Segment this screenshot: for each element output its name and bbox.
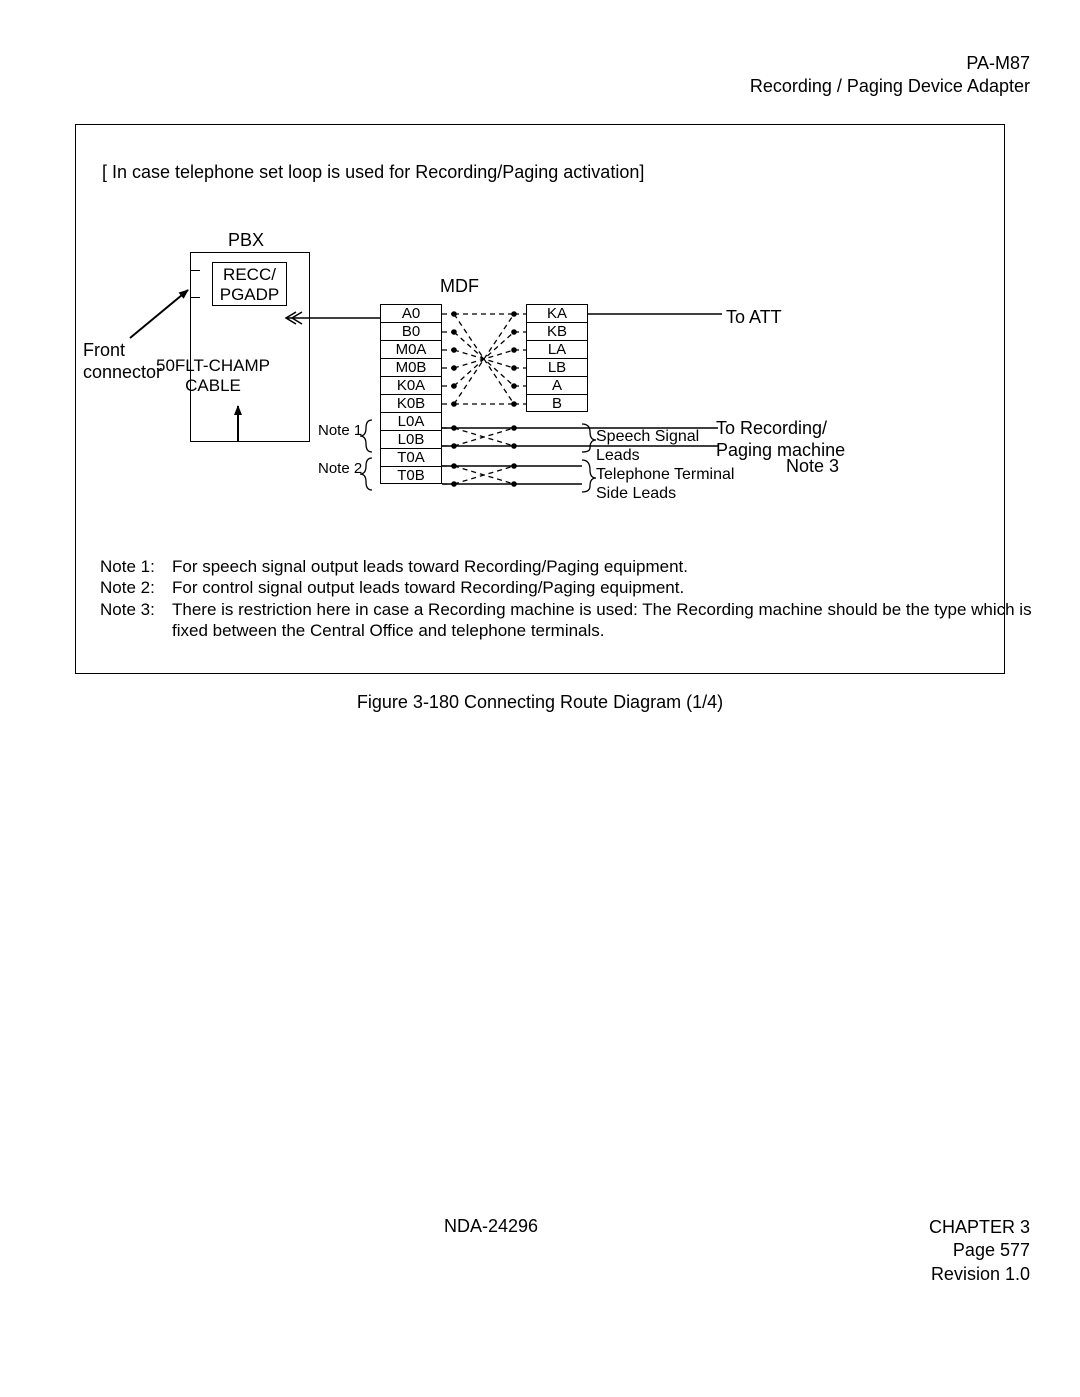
term-left-7: L0B [381,430,441,448]
note3-label-b: Note 3: [100,599,172,642]
speech-signal-l2: Leads [596,447,734,466]
front-connector-l2: connector [83,362,162,384]
to-recording-label: To Recording/ Paging machine [716,418,845,461]
cable-l1: 50FLT-CHAMP [156,356,270,376]
term-right-5: B [527,394,587,412]
cable-label: 50FLT-CHAMP CABLE [156,356,270,397]
front-connector-label: Front connector [83,340,162,383]
note3-text: There is restriction here in case a Reco… [172,599,1060,642]
footer-right: CHAPTER 3 Page 577 Revision 1.0 [929,1216,1030,1286]
header-line1: PA-M87 [750,52,1030,75]
term-right-0: KA [527,304,587,322]
footer-revision: Revision 1.0 [929,1263,1030,1286]
footer-doc-id: NDA-24296 [444,1216,538,1237]
tel-term-l2: Side Leads [596,485,734,504]
mdf-left-terminals: A0 B0 M0A M0B K0A K0B L0A L0B T0A T0B [380,304,442,484]
tel-term-l1: Telephone Terminal [596,466,734,485]
term-left-9: T0B [381,466,441,484]
mdf-right-terminals: KA KB LA LB A B [526,304,588,412]
page-header: PA-M87 Recording / Paging Device Adapter [750,52,1030,99]
term-left-0: A0 [381,304,441,322]
figure-inside-caption: [ In case telephone set loop is used for… [102,162,644,183]
to-att-label: To ATT [726,307,782,328]
term-right-2: LA [527,340,587,358]
term-left-2: M0A [381,340,441,358]
term-left-4: K0A [381,376,441,394]
note2-label: Note 2: [100,577,172,598]
speech-signal-l1: Speech Signal [596,428,734,447]
footer-chapter: CHAPTER 3 [929,1216,1030,1239]
footer-page: Page 577 [929,1239,1030,1262]
term-left-6: L0A [381,412,441,430]
recc-line1: RECC/ [213,265,286,285]
recc-line2: PGADP [213,285,286,305]
term-left-8: T0A [381,448,441,466]
pbx-label: PBX [228,230,264,251]
note2-text: For control signal output leads toward R… [172,577,1060,598]
note1-label: Note 1: [100,556,172,577]
figure-caption: Figure 3-180 Connecting Route Diagram (1… [0,692,1080,713]
term-left-1: B0 [381,322,441,340]
lead-group-labels: Speech Signal Leads Telephone Terminal S… [596,428,734,504]
term-right-1: KB [527,322,587,340]
term-left-5: K0B [381,394,441,412]
notes-block: Note 1: For speech signal output leads t… [100,556,1060,641]
note1-bracket-label: Note 1 [318,422,362,439]
term-right-4: A [527,376,587,394]
note2-bracket-label: Note 2 [318,460,362,477]
front-connector-l1: Front [83,340,162,362]
to-rec-l1: To Recording/ [716,418,845,440]
term-left-3: M0B [381,358,441,376]
cable-l2: CABLE [156,376,270,396]
term-right-3: LB [527,358,587,376]
header-line2: Recording / Paging Device Adapter [750,75,1030,98]
note1-text: For speech signal output leads toward Re… [172,556,1060,577]
recc-box: RECC/ PGADP [212,262,287,306]
mdf-label: MDF [440,276,479,297]
note3-label: Note 3 [786,456,839,477]
front-connector-marking [190,270,200,298]
